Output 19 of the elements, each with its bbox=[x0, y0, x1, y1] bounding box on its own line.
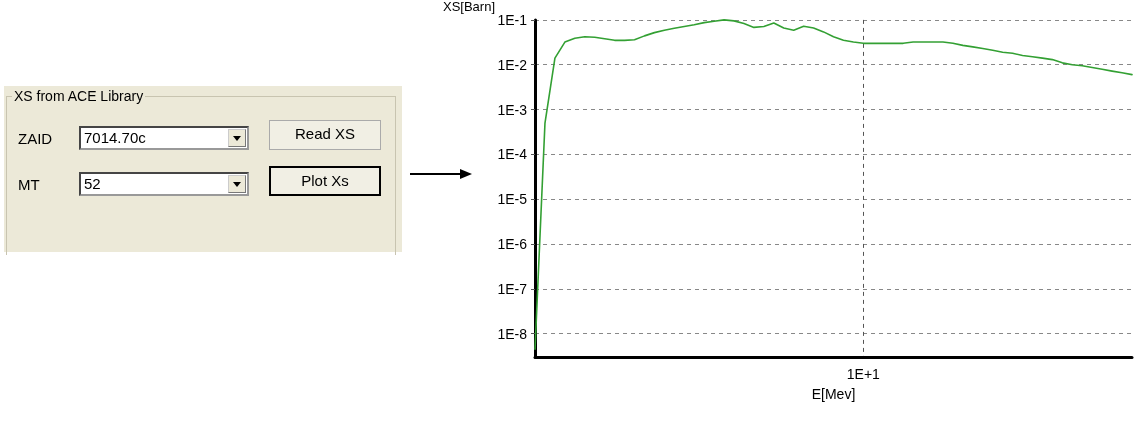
text: 7014.70c bbox=[79, 126, 249, 150]
y-tick-label: 1E-6 bbox=[497, 235, 528, 252]
y-tick-label: 1E-3 bbox=[497, 101, 528, 118]
text: Read XS bbox=[269, 120, 381, 150]
y-tick-label: 1E-7 bbox=[497, 280, 528, 297]
y-tick-label: 1E-1 bbox=[497, 11, 528, 28]
y-tick-label: 1E-4 bbox=[497, 146, 528, 163]
y-axis-title: XS[Barn] bbox=[442, 0, 496, 14]
text: 52 bbox=[79, 172, 249, 196]
x-tick-label: 1E+1 bbox=[846, 366, 881, 382]
text: ZAID bbox=[18, 130, 53, 147]
y-tick-label: 1E-8 bbox=[497, 325, 528, 342]
line-series bbox=[534, 19, 1133, 350]
text: MT bbox=[18, 176, 40, 193]
text: Plot Xs bbox=[269, 166, 381, 196]
x-axis-title: E[Mev] bbox=[811, 386, 856, 402]
y-tick-label: 1E-2 bbox=[497, 56, 528, 73]
text: XS from ACE Library bbox=[12, 88, 146, 104]
y-tick-label: 1E-5 bbox=[497, 191, 528, 208]
